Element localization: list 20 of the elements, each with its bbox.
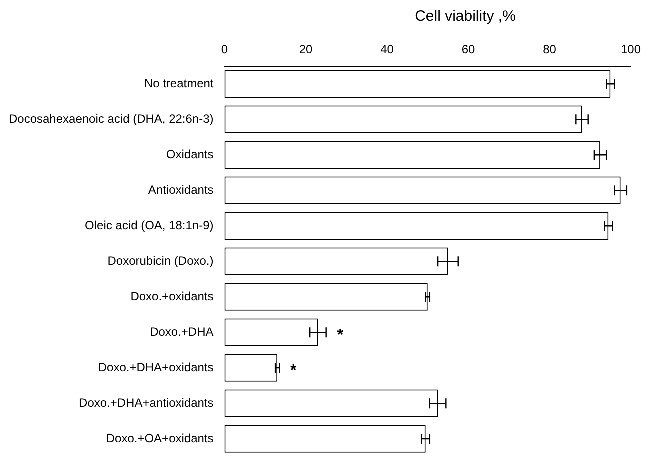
x-tick-label: 40 [380,42,394,57]
x-tick-label: 0 [221,42,228,57]
x-tick-label: 20 [299,42,314,57]
y-tick-label: Doxo.+DHA+antioxidants [79,396,214,410]
data-label: * [290,362,298,380]
y-tick-label: Oleic acid (OA, 18:1n-9) [85,218,214,232]
data-label: * [337,326,344,344]
x-tick-label: 80 [543,42,557,57]
y-tick-label: Antioxidants [148,182,214,197]
y-tick-label: Doxo.+DHA+oxidants [98,360,214,374]
x-tick-label: 100 [620,42,642,57]
y-tick-label: Docosahexaenoic acid (DHA, 22:6n-3) [8,112,214,126]
x-axis-title: Cell viability ,% [414,8,517,25]
y-tick-label: Doxo.+oxidants [130,289,214,304]
y-tick-label: No treatment [144,76,214,90]
x-tick-label: 60 [462,42,476,57]
y-tick-label: Doxo.+DHA [150,324,214,339]
y-tick-label: Oxidants [166,147,214,162]
y-tick-label: Doxorubicin (Doxo.) [108,254,214,268]
y-tick-label: Doxo.+OA+oxidants [106,431,214,446]
